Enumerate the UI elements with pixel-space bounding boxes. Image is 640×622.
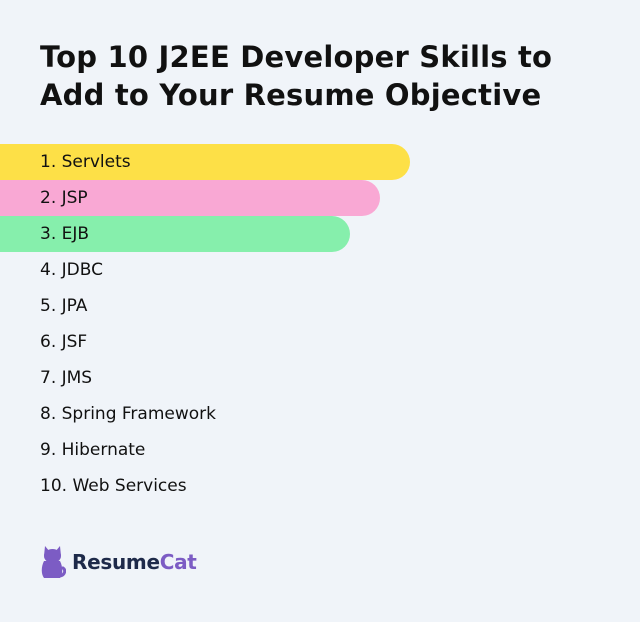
skill-item-jsp: 2. JSP <box>0 180 380 216</box>
cat-logo-icon <box>40 543 66 581</box>
brand-logo: ResumeCat <box>40 542 197 582</box>
skill-item-hibernate: 9. Hibernate <box>40 440 146 460</box>
brand-name-part2: Cat <box>159 550 197 574</box>
brand-name-part1: Resume <box>72 550 160 574</box>
skill-item-ejb: 3. EJB <box>0 216 350 252</box>
skill-item-jpa: 5. JPA <box>40 296 88 316</box>
skill-item-spring-framework: 8. Spring Framework <box>40 404 216 424</box>
page-title: Top 10 J2EE Developer Skills to Add to Y… <box>40 40 553 112</box>
skill-item-servlets: 1. Servlets <box>0 144 410 180</box>
skill-item-jdbc: 4. JDBC <box>40 260 103 280</box>
skill-item-jsf: 6. JSF <box>40 332 88 352</box>
skills-list: 1. Servlets 2. JSP 3. EJB 4. JDBC 5. JPA… <box>0 144 410 504</box>
skill-item-jms: 7. JMS <box>40 368 93 388</box>
skill-item-web-services: 10. Web Services <box>40 476 187 496</box>
brand-name: ResumeCat <box>72 550 197 574</box>
